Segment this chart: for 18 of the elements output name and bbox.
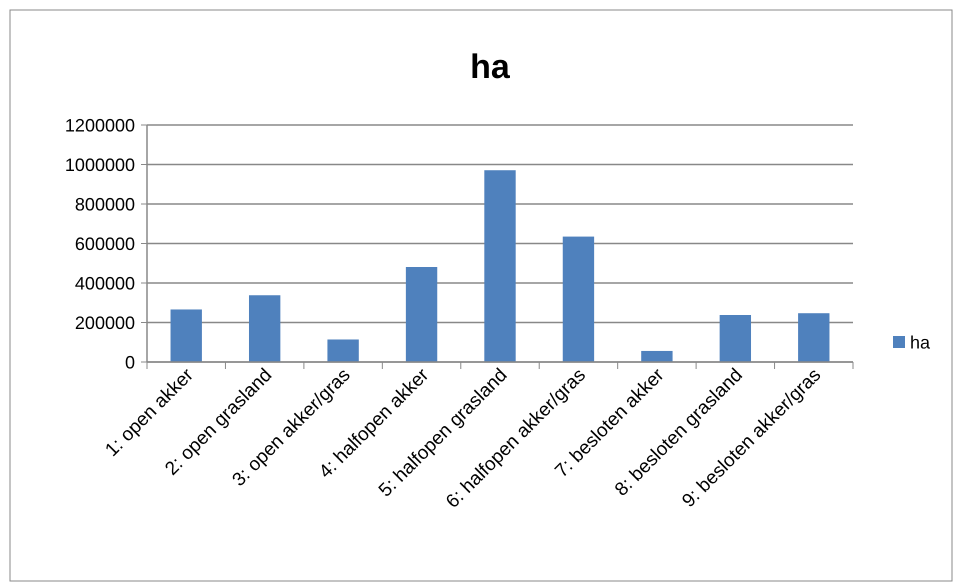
legend-label: ha <box>910 332 932 352</box>
bar <box>798 313 830 362</box>
y-tick-label: 1200000 <box>64 115 135 136</box>
y-tick-label: 1000000 <box>64 154 135 175</box>
y-tick-label: 200000 <box>74 312 135 333</box>
bar <box>248 295 280 362</box>
y-tick-label: 600000 <box>74 234 135 254</box>
y-tick-label: 400000 <box>74 273 135 294</box>
bar <box>170 309 202 362</box>
bar <box>406 267 438 362</box>
bar <box>327 339 359 362</box>
bar <box>562 236 594 362</box>
bar <box>720 314 752 362</box>
bar <box>484 170 516 362</box>
y-tick-label: 800000 <box>74 194 135 214</box>
bar <box>641 350 673 362</box>
chart-title: ha <box>470 48 511 86</box>
y-tick-label: 0 <box>124 352 135 372</box>
